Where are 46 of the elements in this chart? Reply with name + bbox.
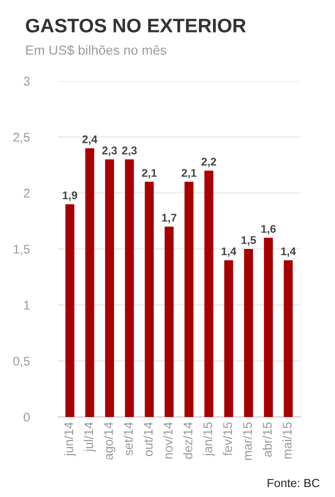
bar (85, 148, 94, 417)
data-label: 1,7 (162, 214, 176, 224)
y-tick-label: 1 (24, 300, 30, 310)
data-label: 2,1 (142, 168, 157, 178)
data-label: 1,9 (62, 191, 78, 201)
x-tick-label: abr/15 (262, 422, 272, 457)
y-tick-label: 2 (24, 188, 30, 198)
bar (105, 159, 114, 417)
data-label: 2,4 (82, 135, 98, 145)
x-tick-label: jun/14 (64, 422, 76, 456)
x-tick-label: set/14 (124, 422, 133, 456)
data-label: 2,1 (182, 168, 196, 178)
bar (264, 238, 273, 417)
data-label: 2,3 (122, 146, 137, 156)
bar (164, 226, 174, 417)
bar (284, 260, 293, 417)
source-note: Fonte: BC (268, 478, 320, 488)
bar (184, 182, 194, 417)
y-tick-label: 3 (24, 76, 30, 86)
bar (204, 170, 214, 417)
bar (224, 260, 234, 417)
bar (244, 248, 254, 417)
data-label: 2,2 (202, 158, 216, 168)
x-tick-label: out/14 (143, 422, 153, 456)
data-label: 1,4 (222, 247, 236, 257)
data-label: 1,4 (281, 247, 296, 257)
y-tick-label: 2,5 (13, 132, 30, 144)
x-tick-label: fev/15 (222, 422, 232, 456)
chart-subtitle: Em US$ bilhões no mês (26, 44, 166, 56)
bar (144, 182, 154, 417)
y-tick-label: 0 (24, 412, 30, 422)
data-label: 1,5 (242, 236, 256, 246)
data-label: 2,3 (102, 146, 117, 156)
x-tick-label: mar/15 (242, 422, 252, 460)
x-tick-label: dez/14 (183, 422, 192, 459)
bar (124, 159, 134, 417)
y-tick-label: 1,5 (14, 244, 30, 256)
y-tick-label: 0,5 (13, 356, 30, 368)
x-tick-label: ago/14 (104, 422, 116, 460)
data-label: 1,6 (261, 224, 276, 234)
x-tick-label: nov/14 (163, 422, 172, 459)
x-tick-label: mai/15 (282, 422, 292, 459)
x-tick-label: jul/14 (84, 422, 96, 452)
x-tick-label: jan/15 (203, 422, 215, 456)
chart-title: GASTOS NO EXTERIOR (26, 18, 246, 32)
bar (65, 204, 74, 417)
